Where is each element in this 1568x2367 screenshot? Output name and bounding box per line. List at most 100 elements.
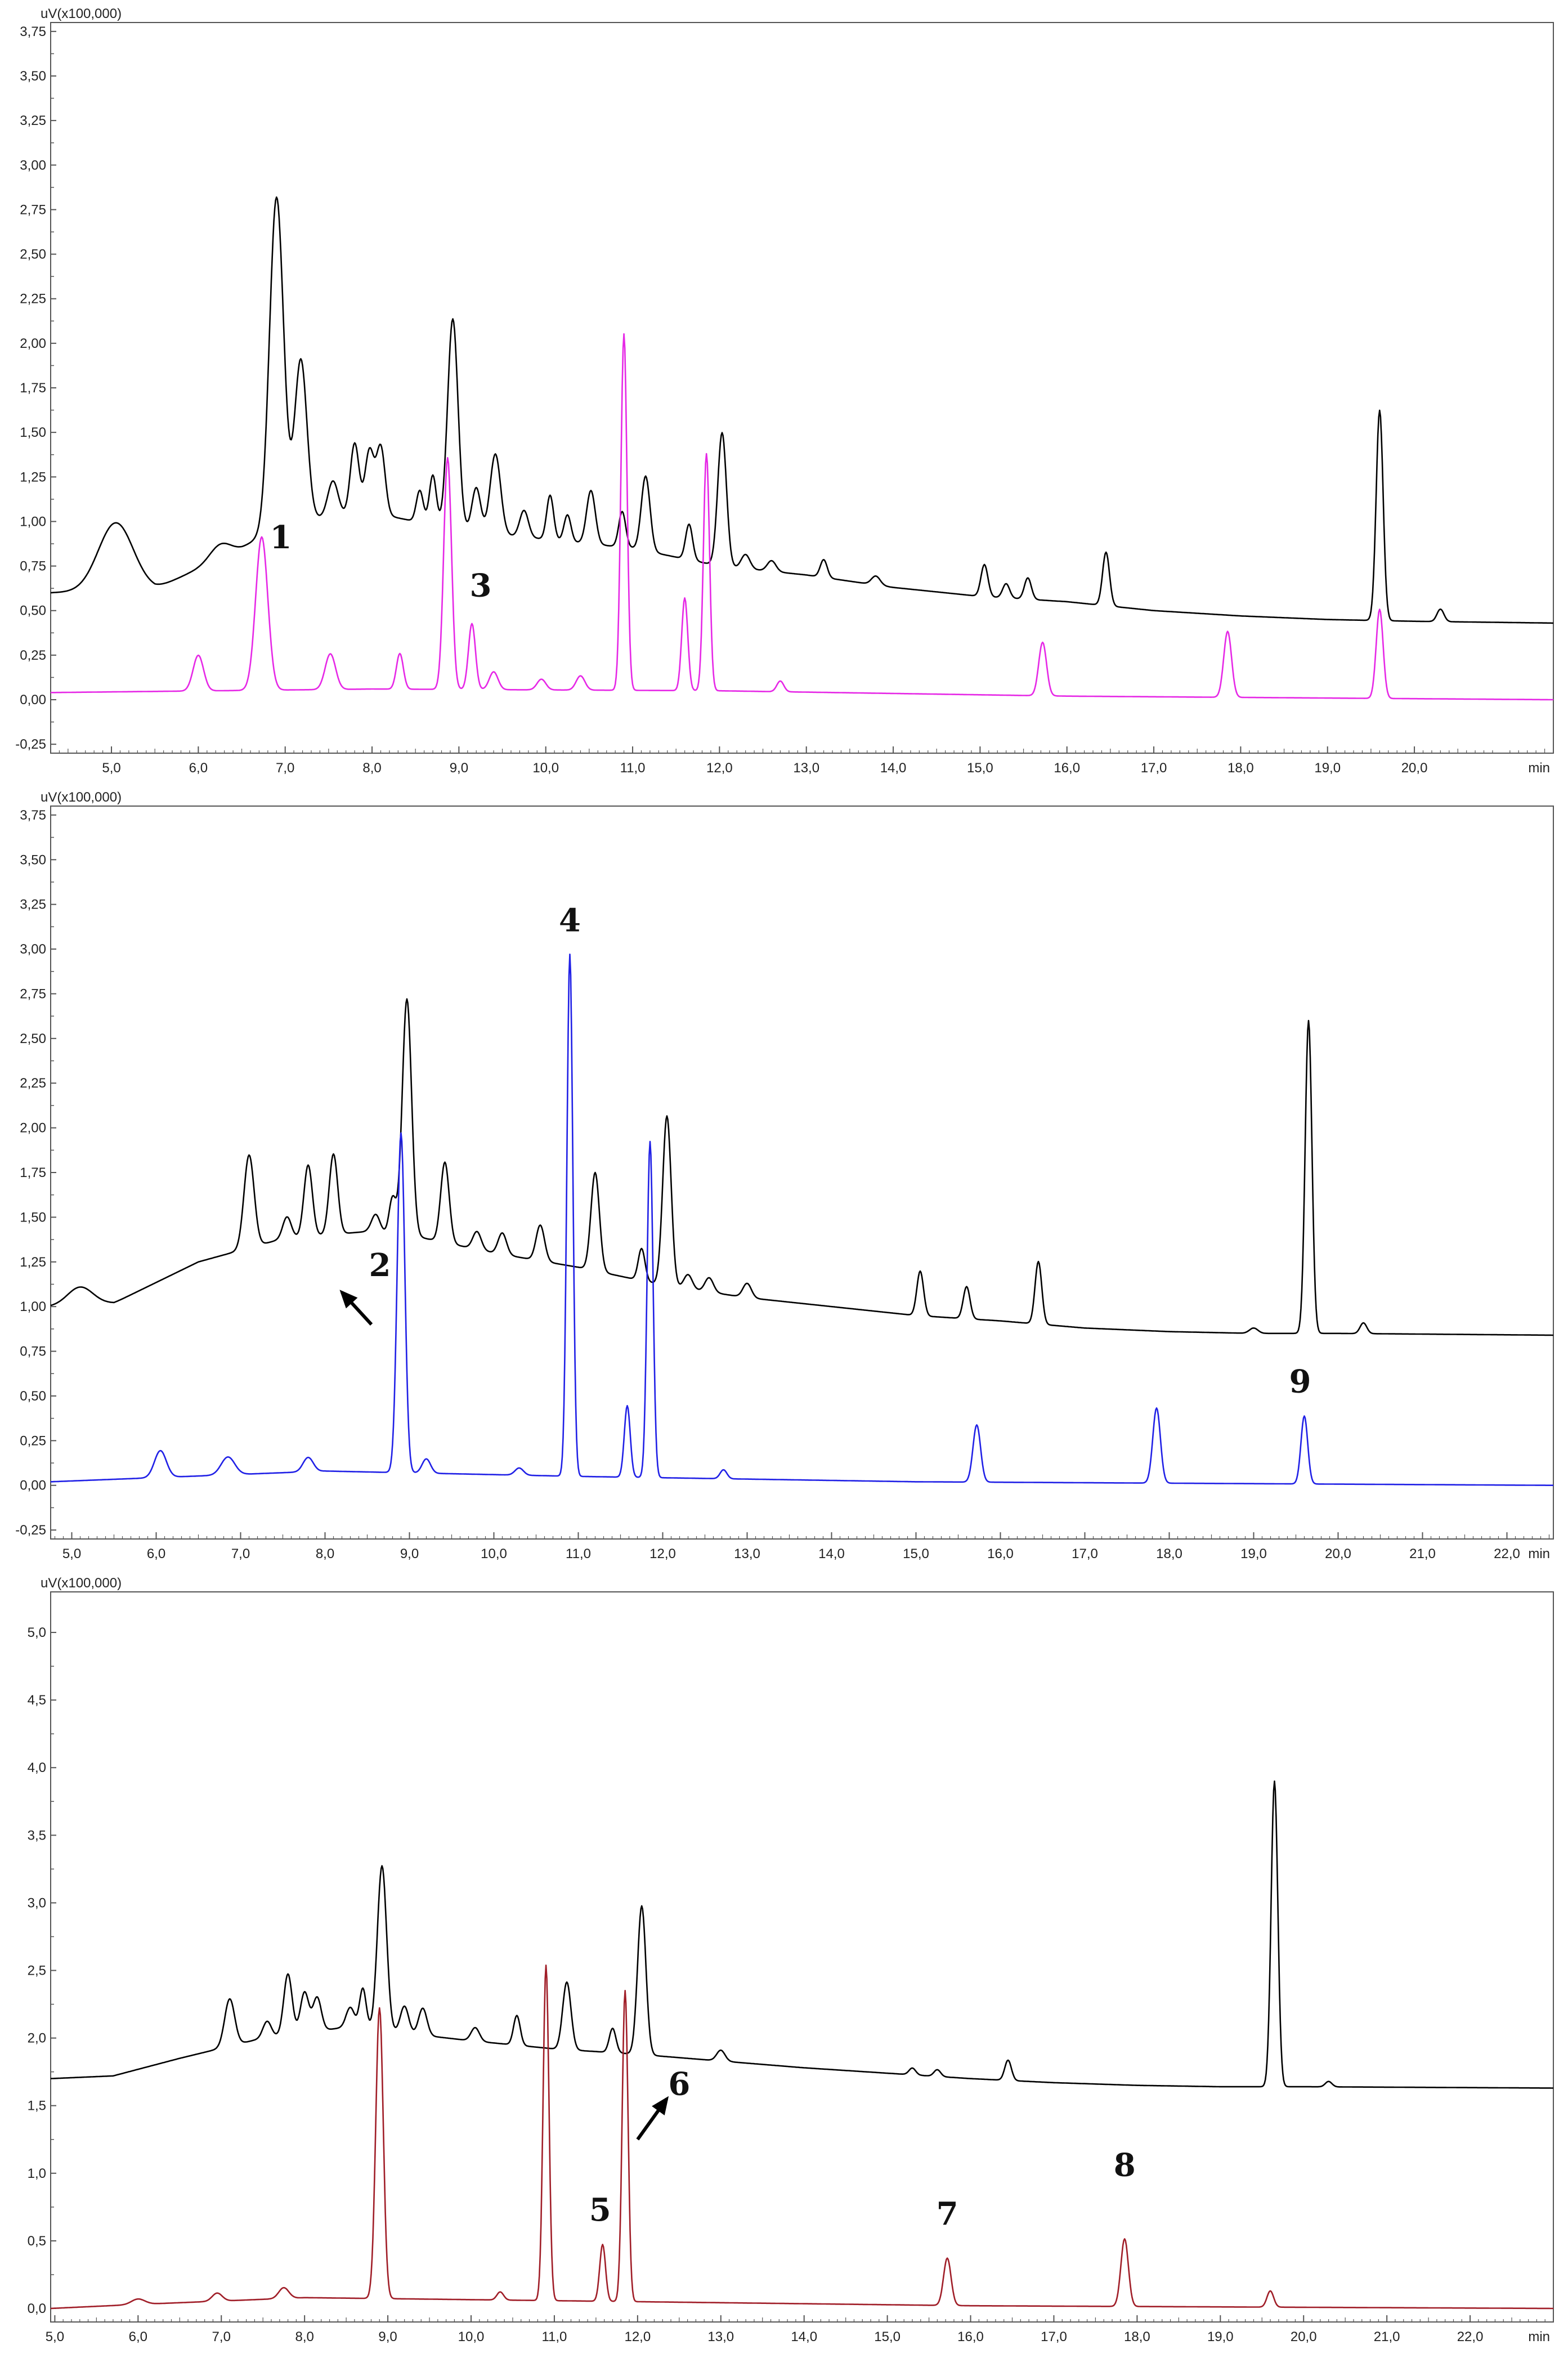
chromatogram-panel-3: uV(x100,000) 0,0 0,5 1,0 1,5 2,0 2,5 3,0 3,5 4,0 4… xyxy=(28,1576,1554,2344)
x-tick-label: 5,0 xyxy=(46,2329,64,2344)
sample-trace xyxy=(50,196,1553,624)
peak-number-label: 9 xyxy=(1289,1363,1311,1400)
y-tick-label: 3,00 xyxy=(20,158,46,173)
x-tick-label: 14,0 xyxy=(791,2329,817,2344)
y-tick-label: 4,5 xyxy=(28,1693,46,1708)
y-tick-label: 0,25 xyxy=(20,1433,46,1448)
y-tick-label: 5,0 xyxy=(28,1625,46,1640)
x-tick-label: 5,0 xyxy=(62,1546,81,1561)
annotation-arrowhead xyxy=(339,1290,358,1309)
annotation-arrowhead xyxy=(652,2096,669,2115)
x-tick-label: 18,0 xyxy=(1124,2329,1150,2344)
y-tick-label: 3,75 xyxy=(20,808,46,823)
y-tick-label: 1,0 xyxy=(28,2166,46,2181)
x-tick-label: 6,0 xyxy=(147,1546,165,1561)
x-tick-label: 20,0 xyxy=(1325,1546,1351,1561)
x-tick-label: 9,0 xyxy=(378,2329,397,2344)
x-tick-label: 16,0 xyxy=(1054,760,1080,776)
x-tick-label: 9,0 xyxy=(450,760,468,776)
x-tick-label: 7,0 xyxy=(231,1546,250,1561)
x-tick-label: 8,0 xyxy=(316,1546,334,1561)
y-tick-label: 2,5 xyxy=(28,1963,46,1979)
x-tick-label: 15,0 xyxy=(967,760,993,776)
plot-frame xyxy=(50,22,1554,754)
x-tick-label: 19,0 xyxy=(1207,2329,1234,2344)
x-tick-label: 20,0 xyxy=(1401,760,1428,776)
y-tick-label: 1,00 xyxy=(20,1299,46,1314)
y-tick-label: 2,25 xyxy=(20,1076,46,1091)
x-tick-label: 19,0 xyxy=(1314,760,1341,776)
peak-number-label: 7 xyxy=(937,2195,958,2232)
y-tick-label: 0,00 xyxy=(20,1478,46,1493)
standard-trace xyxy=(50,1965,1553,2310)
x-tick-label: 8,0 xyxy=(295,2329,313,2344)
x-tick-label: 6,0 xyxy=(189,760,208,776)
y-tick-label: -0,25 xyxy=(15,737,46,752)
y-tick-label: 0,50 xyxy=(20,1389,46,1404)
x-tick-label: 22,0 xyxy=(1457,2329,1484,2344)
sample-trace xyxy=(50,998,1553,1336)
x-tick-label: 12,0 xyxy=(649,1546,676,1561)
peak-number-label: 8 xyxy=(1114,2147,1136,2184)
x-tick-label: 7,0 xyxy=(276,760,294,776)
y-tick-label: 3,0 xyxy=(28,1895,46,1910)
plot-frame xyxy=(50,806,1554,1540)
y-tick-label: 0,50 xyxy=(20,603,46,619)
x-tick-label: 18,0 xyxy=(1156,1546,1182,1561)
y-tick-label: 0,75 xyxy=(20,1344,46,1359)
x-tick-label: 18,0 xyxy=(1227,760,1254,776)
x-tick-label: 10,0 xyxy=(532,760,559,776)
y-tick-label: 2,00 xyxy=(20,1121,46,1136)
x-tick-label: 13,0 xyxy=(707,2329,734,2344)
peak-number-label: 5 xyxy=(589,2191,611,2229)
x-tick-label: 14,0 xyxy=(818,1546,845,1561)
standard-trace xyxy=(50,333,1553,701)
y-tick-label: 1,50 xyxy=(20,425,46,440)
x-tick-label: 21,0 xyxy=(1409,1546,1436,1561)
y-tick-label: 0,25 xyxy=(20,648,46,663)
x-tick-label: 10,0 xyxy=(481,1546,507,1561)
x-axis-unit-label: min xyxy=(1528,2329,1550,2344)
y-tick-label: 1,50 xyxy=(20,1210,46,1225)
x-tick-label: 13,0 xyxy=(734,1546,760,1561)
y-tick-label: 3,75 xyxy=(20,24,46,39)
x-tick-label: 14,0 xyxy=(880,760,907,776)
x-tick-label: 16,0 xyxy=(987,1546,1014,1561)
y-tick-label: -0,25 xyxy=(15,1523,46,1538)
y-tick-label: 1,25 xyxy=(20,469,46,485)
y-tick-label: 1,25 xyxy=(20,1255,46,1270)
y-tick-label: 3,00 xyxy=(20,942,46,957)
x-tick-label: 8,0 xyxy=(362,760,381,776)
x-axis-unit-label: min xyxy=(1528,1546,1550,1561)
y-axis-unit-label: uV(x100,000) xyxy=(41,6,122,21)
peak-number-label: 4 xyxy=(559,902,581,939)
y-tick-label: 0,5 xyxy=(28,2234,46,2249)
y-tick-label: 0,75 xyxy=(20,559,46,574)
x-tick-label: 10,0 xyxy=(458,2329,485,2344)
x-tick-label: 17,0 xyxy=(1041,2329,1067,2344)
y-tick-label: 2,75 xyxy=(20,202,46,217)
x-tick-label: 11,0 xyxy=(541,2329,567,2344)
x-tick-label: 20,0 xyxy=(1291,2329,1317,2344)
x-axis-unit-label: min xyxy=(1528,760,1550,776)
x-tick-label: 22,0 xyxy=(1494,1546,1520,1561)
x-tick-label: 17,0 xyxy=(1141,760,1167,776)
x-tick-label: 11,0 xyxy=(566,1546,591,1561)
y-tick-label: 3,50 xyxy=(20,852,46,867)
x-tick-label: 6,0 xyxy=(129,2329,147,2344)
y-tick-label: 3,25 xyxy=(20,897,46,912)
peak-number-label: 3 xyxy=(469,567,491,604)
y-axis-unit-label: uV(x100,000) xyxy=(41,1576,122,1591)
x-tick-label: 21,0 xyxy=(1374,2329,1400,2344)
x-tick-label: 15,0 xyxy=(874,2329,901,2344)
y-tick-label: 2,25 xyxy=(20,292,46,307)
chromatogram-panel-2: uV(x100,000) -0,25 0,00 0,25 0,50 0,75 1,00 1,2… xyxy=(15,790,1554,1561)
x-tick-label: 11,0 xyxy=(620,760,646,776)
standard-trace xyxy=(50,954,1553,1486)
y-tick-label: 3,25 xyxy=(20,113,46,128)
y-tick-label: 4,0 xyxy=(28,1760,46,1775)
y-tick-label: 1,5 xyxy=(28,2098,46,2114)
y-tick-label: 3,5 xyxy=(28,1828,46,1843)
x-tick-label: 12,0 xyxy=(706,760,733,776)
